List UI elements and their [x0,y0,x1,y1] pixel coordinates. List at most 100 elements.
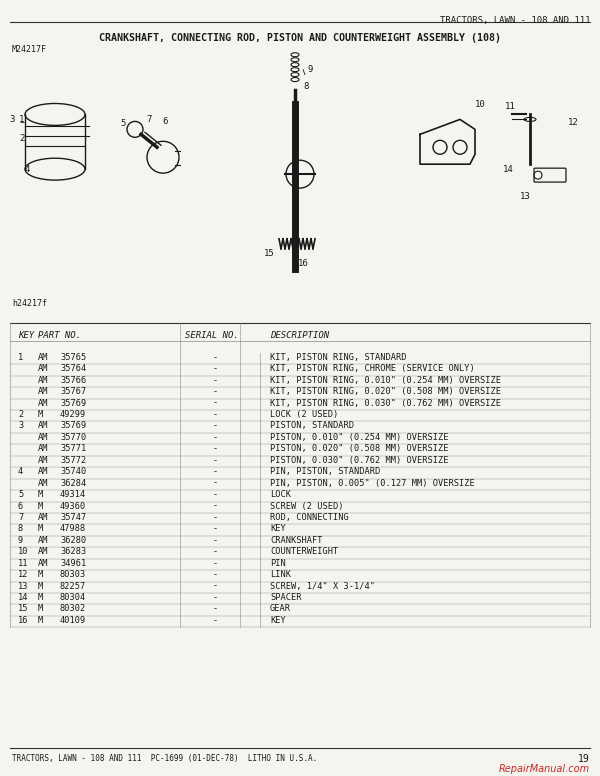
Text: COUNTERWEIGHT: COUNTERWEIGHT [270,547,338,556]
Text: -: - [212,536,218,545]
Text: KIT, PISTON RING, 0.020" (0.508 MM) OVERSIZE: KIT, PISTON RING, 0.020" (0.508 MM) OVER… [270,387,501,396]
Text: SCREW, 1/4" X 3-1/4": SCREW, 1/4" X 3-1/4" [270,581,375,591]
Text: -: - [212,501,218,511]
Text: KIT, PISTON RING, CHROME (SERVICE ONLY): KIT, PISTON RING, CHROME (SERVICE ONLY) [270,364,475,373]
Text: 35767: 35767 [60,387,86,396]
Text: 34961: 34961 [60,559,86,568]
Text: 35770: 35770 [60,433,86,442]
Text: 35740: 35740 [60,467,86,476]
Text: LOCK (2 USED): LOCK (2 USED) [270,410,338,419]
Text: 49314: 49314 [60,490,86,499]
Text: 80303: 80303 [60,570,86,579]
Text: 8: 8 [18,525,23,533]
Text: AM: AM [38,467,49,476]
Text: -: - [212,456,218,465]
Text: TRACTORS, LAWN - 108 AND 111  PC-1699 (01-DEC-78)  LITHO IN U.S.A.: TRACTORS, LAWN - 108 AND 111 PC-1699 (01… [12,754,317,764]
Text: -: - [212,547,218,556]
Text: -: - [212,513,218,522]
Text: h24217f: h24217f [12,299,47,307]
Text: M: M [38,490,43,499]
Text: AM: AM [38,536,49,545]
Text: AM: AM [38,456,49,465]
Text: 6: 6 [163,117,167,126]
Text: AM: AM [38,547,49,556]
Text: 49299: 49299 [60,410,86,419]
Text: AM: AM [38,387,49,396]
Text: 8: 8 [303,82,308,91]
Text: PIN: PIN [270,559,286,568]
Text: TRACTORS, LAWN - 108 AND 111: TRACTORS, LAWN - 108 AND 111 [439,16,590,25]
Text: 36280: 36280 [60,536,86,545]
Text: 6: 6 [18,501,23,511]
Text: -: - [212,467,218,476]
Text: 82257: 82257 [60,581,86,591]
Text: 16: 16 [298,259,309,268]
Text: 4: 4 [25,165,29,174]
Text: 35771: 35771 [60,445,86,453]
Text: 35765: 35765 [60,353,86,362]
Text: 10: 10 [475,100,486,109]
Text: -: - [212,445,218,453]
Text: 35772: 35772 [60,456,86,465]
Text: 3: 3 [10,115,14,124]
Text: KEY: KEY [18,331,34,341]
Text: M: M [38,616,43,625]
Text: 35764: 35764 [60,364,86,373]
Text: PART NO.: PART NO. [38,331,81,341]
Text: -: - [212,605,218,614]
Text: 5: 5 [121,119,125,128]
Text: LINK: LINK [270,570,291,579]
Text: -: - [212,387,218,396]
Text: 4: 4 [18,467,23,476]
Text: -: - [212,421,218,431]
Text: GEAR: GEAR [270,605,291,614]
Text: M: M [38,410,43,419]
Text: 12: 12 [18,570,29,579]
Text: M: M [38,525,43,533]
Text: 12: 12 [568,118,579,127]
Text: M24217F: M24217F [12,45,47,54]
Text: -: - [212,593,218,602]
Text: SERIAL NO.: SERIAL NO. [185,331,239,341]
Text: DESCRIPTION: DESCRIPTION [270,331,329,341]
Text: AM: AM [38,513,49,522]
Text: 3: 3 [18,421,23,431]
Text: PISTON, STANDARD: PISTON, STANDARD [270,421,354,431]
Text: M: M [38,570,43,579]
Text: 13: 13 [18,581,29,591]
Text: 7: 7 [146,115,152,124]
Text: AM: AM [38,479,49,487]
Text: 2: 2 [18,410,23,419]
Text: -: - [212,479,218,487]
Text: -: - [212,616,218,625]
Text: LOCK: LOCK [270,490,291,499]
Text: 35769: 35769 [60,399,86,407]
Text: KEY: KEY [270,525,286,533]
Text: PIN, PISTON, STANDARD: PIN, PISTON, STANDARD [270,467,380,476]
Text: PISTON, 0.030" (0.762 MM) OVERSIZE: PISTON, 0.030" (0.762 MM) OVERSIZE [270,456,449,465]
Text: AM: AM [38,433,49,442]
Text: CRANKSHAFT: CRANKSHAFT [270,536,323,545]
Text: PISTON, 0.020" (0.508 MM) OVERSIZE: PISTON, 0.020" (0.508 MM) OVERSIZE [270,445,449,453]
Text: -: - [212,570,218,579]
Text: -: - [212,581,218,591]
Text: 36283: 36283 [60,547,86,556]
Text: 1: 1 [18,353,23,362]
Text: M: M [38,605,43,614]
Text: ROD, CONNECTING: ROD, CONNECTING [270,513,349,522]
Text: -: - [212,410,218,419]
Text: 36284: 36284 [60,479,86,487]
Text: AM: AM [38,421,49,431]
Text: 19: 19 [578,754,590,764]
Text: 7: 7 [18,513,23,522]
Text: AM: AM [38,376,49,385]
Text: 16: 16 [18,616,29,625]
Text: M: M [38,581,43,591]
Text: -: - [212,353,218,362]
Text: AM: AM [38,559,49,568]
Text: 35747: 35747 [60,513,86,522]
Text: -: - [212,525,218,533]
Text: KIT, PISTON RING, 0.010" (0.254 MM) OVERSIZE: KIT, PISTON RING, 0.010" (0.254 MM) OVER… [270,376,501,385]
Text: RepairManual.com: RepairManual.com [499,764,590,774]
Text: SPACER: SPACER [270,593,302,602]
